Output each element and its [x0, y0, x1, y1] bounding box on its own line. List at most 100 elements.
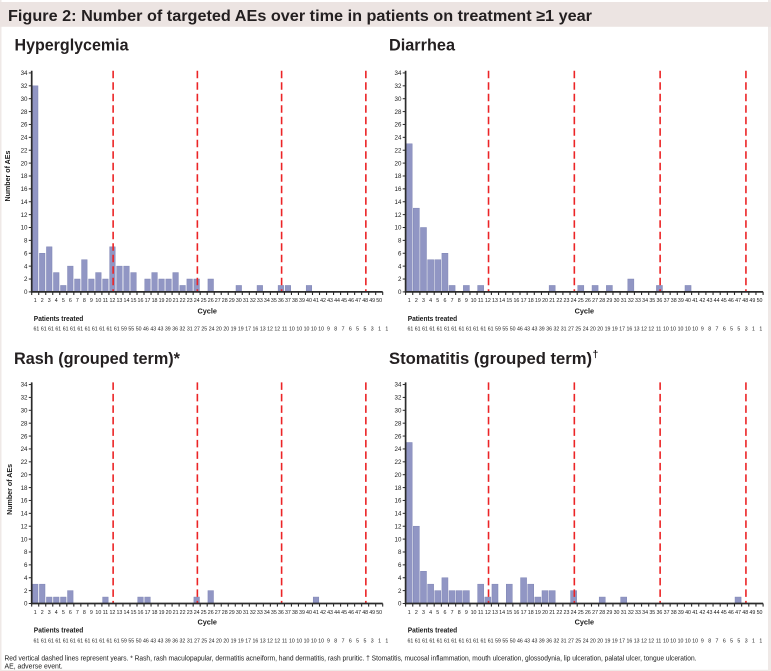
svg-text:43: 43	[327, 610, 333, 616]
svg-text:45: 45	[721, 298, 727, 304]
svg-text:2: 2	[41, 610, 44, 616]
svg-text:16: 16	[513, 298, 519, 304]
svg-text:24: 24	[194, 298, 200, 304]
svg-text:19: 19	[535, 298, 541, 304]
svg-text:34: 34	[395, 70, 402, 77]
svg-text:18: 18	[21, 485, 28, 492]
svg-text:1: 1	[759, 326, 762, 332]
svg-text:34: 34	[395, 382, 402, 389]
svg-text:1: 1	[759, 638, 762, 644]
svg-text:61: 61	[70, 326, 76, 332]
svg-text:35: 35	[649, 298, 655, 304]
svg-text:31: 31	[243, 610, 249, 616]
svg-text:Patients treated: Patients treated	[408, 314, 458, 323]
svg-text:17: 17	[145, 298, 151, 304]
svg-text:12: 12	[267, 326, 273, 332]
svg-text:39: 39	[539, 326, 545, 332]
svg-text:7: 7	[451, 610, 454, 616]
svg-text:37: 37	[285, 298, 291, 304]
svg-text:3: 3	[422, 610, 425, 616]
svg-text:8: 8	[83, 610, 86, 616]
svg-text:39: 39	[678, 610, 684, 616]
svg-text:20: 20	[590, 326, 596, 332]
svg-text:61: 61	[41, 638, 47, 644]
svg-text:61: 61	[41, 326, 47, 332]
svg-text:47: 47	[735, 610, 741, 616]
svg-text:20: 20	[21, 160, 28, 167]
svg-text:3: 3	[48, 298, 51, 304]
svg-text:35: 35	[271, 298, 277, 304]
svg-text:Figure 2: Number of targeted A: Figure 2: Number of targeted AEs over ti…	[8, 8, 592, 25]
svg-text:14: 14	[395, 199, 402, 206]
svg-text:34: 34	[21, 382, 28, 389]
svg-text:48: 48	[742, 610, 748, 616]
svg-text:61: 61	[429, 326, 435, 332]
svg-text:Cycle: Cycle	[197, 618, 216, 627]
svg-text:10: 10	[395, 225, 402, 232]
svg-text:4: 4	[429, 298, 432, 304]
svg-text:33: 33	[635, 610, 641, 616]
svg-text:16: 16	[253, 638, 259, 644]
svg-text:45: 45	[721, 610, 727, 616]
svg-text:5: 5	[363, 326, 366, 332]
svg-text:8: 8	[83, 298, 86, 304]
svg-text:55: 55	[502, 326, 508, 332]
svg-text:61: 61	[466, 638, 472, 644]
svg-text:8: 8	[398, 238, 402, 245]
svg-text:9: 9	[465, 610, 468, 616]
svg-text:43: 43	[158, 638, 164, 644]
svg-text:18: 18	[152, 610, 158, 616]
svg-text:2: 2	[41, 298, 44, 304]
svg-text:8: 8	[334, 638, 337, 644]
svg-text:42: 42	[699, 298, 705, 304]
svg-text:40: 40	[306, 610, 312, 616]
svg-text:32: 32	[21, 395, 28, 402]
svg-text:28: 28	[395, 420, 402, 427]
svg-text:61: 61	[488, 638, 494, 644]
svg-text:20: 20	[542, 610, 548, 616]
svg-text:61: 61	[77, 326, 83, 332]
svg-text:28: 28	[222, 298, 228, 304]
svg-text:13: 13	[260, 638, 266, 644]
svg-text:5: 5	[436, 298, 439, 304]
svg-text:38: 38	[671, 610, 677, 616]
svg-text:41: 41	[313, 610, 319, 616]
svg-text:5: 5	[737, 326, 740, 332]
svg-text:23: 23	[564, 610, 570, 616]
svg-text:13: 13	[116, 298, 122, 304]
svg-text:25: 25	[578, 298, 584, 304]
svg-text:22: 22	[180, 610, 186, 616]
svg-text:28: 28	[395, 109, 402, 116]
svg-text:5: 5	[737, 638, 740, 644]
svg-text:41: 41	[692, 298, 698, 304]
svg-text:12: 12	[274, 326, 280, 332]
svg-text:39: 39	[165, 326, 171, 332]
svg-text:27: 27	[568, 638, 574, 644]
svg-text:61: 61	[77, 638, 83, 644]
svg-text:32: 32	[250, 610, 256, 616]
svg-text:Hyperglycemia: Hyperglycemia	[15, 37, 130, 55]
svg-text:10: 10	[311, 326, 317, 332]
svg-text:20: 20	[597, 638, 603, 644]
svg-text:30: 30	[21, 408, 28, 415]
svg-text:30: 30	[395, 96, 402, 103]
svg-text:18: 18	[528, 298, 534, 304]
svg-text:61: 61	[415, 638, 421, 644]
svg-text:10: 10	[678, 326, 684, 332]
svg-text:46: 46	[728, 610, 734, 616]
svg-text:15: 15	[506, 610, 512, 616]
svg-text:31: 31	[187, 326, 193, 332]
svg-text:18: 18	[152, 298, 158, 304]
svg-text:1: 1	[385, 638, 388, 644]
svg-text:22: 22	[21, 147, 28, 154]
svg-text:50: 50	[136, 638, 142, 644]
svg-text:26: 26	[395, 122, 402, 129]
svg-text:Red vertical dashed lines repr: Red vertical dashed lines represent year…	[5, 655, 697, 662]
svg-text:1: 1	[378, 326, 381, 332]
svg-text:39: 39	[678, 298, 684, 304]
svg-text:46: 46	[348, 298, 354, 304]
svg-text:5: 5	[356, 638, 359, 644]
svg-text:27: 27	[592, 298, 598, 304]
svg-text:14: 14	[124, 610, 130, 616]
svg-text:27: 27	[215, 298, 221, 304]
